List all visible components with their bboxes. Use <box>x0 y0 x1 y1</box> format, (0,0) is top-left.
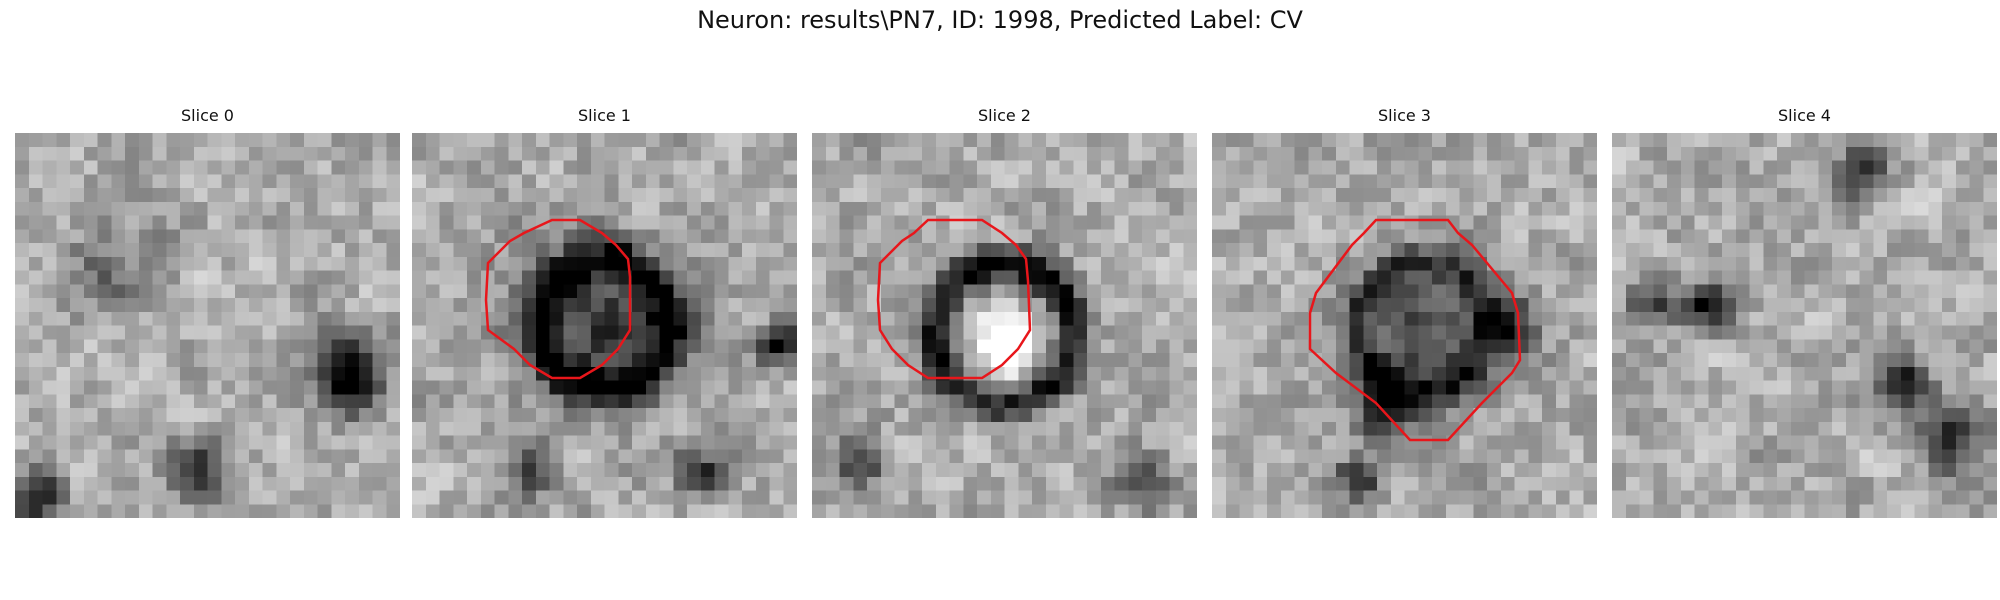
slice-image-4 <box>1612 133 1997 518</box>
slice-title-0: Slice 0 <box>15 106 400 125</box>
slice-title-2: Slice 2 <box>812 106 1197 125</box>
slice-image-0 <box>15 133 400 518</box>
slice-image-3 <box>1212 133 1597 518</box>
slice-title-1: Slice 1 <box>412 106 797 125</box>
slice-image-2 <box>812 133 1197 518</box>
slice-title-4: Slice 4 <box>1612 106 1997 125</box>
slice-title-3: Slice 3 <box>1212 106 1597 125</box>
slice-image-1 <box>412 133 797 518</box>
figure-title: Neuron: results\PN7, ID: 1998, Predicted… <box>0 6 2000 34</box>
